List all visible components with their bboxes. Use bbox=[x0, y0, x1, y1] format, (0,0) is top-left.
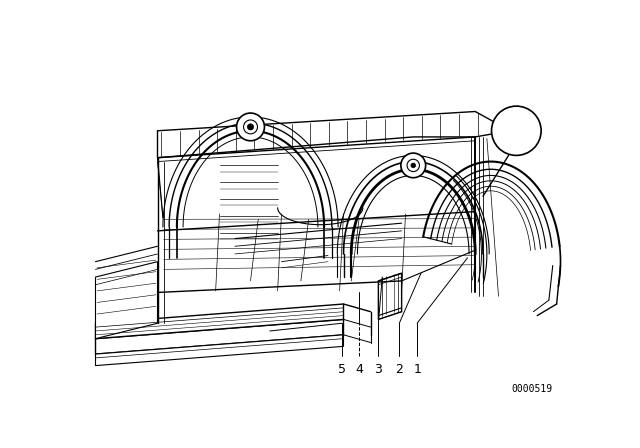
Text: 3: 3 bbox=[374, 363, 382, 376]
Text: 1: 1 bbox=[413, 363, 421, 376]
Polygon shape bbox=[95, 335, 344, 366]
Circle shape bbox=[248, 124, 253, 130]
Polygon shape bbox=[95, 319, 344, 354]
Polygon shape bbox=[157, 112, 510, 158]
Text: 5: 5 bbox=[338, 363, 346, 376]
Text: 0000519: 0000519 bbox=[511, 383, 553, 394]
Circle shape bbox=[401, 153, 426, 178]
Polygon shape bbox=[378, 273, 402, 319]
Text: 2: 2 bbox=[396, 363, 403, 376]
Polygon shape bbox=[95, 262, 157, 339]
Polygon shape bbox=[95, 304, 344, 339]
Text: 4: 4 bbox=[355, 363, 363, 376]
Circle shape bbox=[244, 120, 257, 134]
Circle shape bbox=[407, 159, 419, 172]
Circle shape bbox=[411, 163, 415, 168]
Circle shape bbox=[237, 113, 264, 141]
Circle shape bbox=[492, 106, 541, 155]
